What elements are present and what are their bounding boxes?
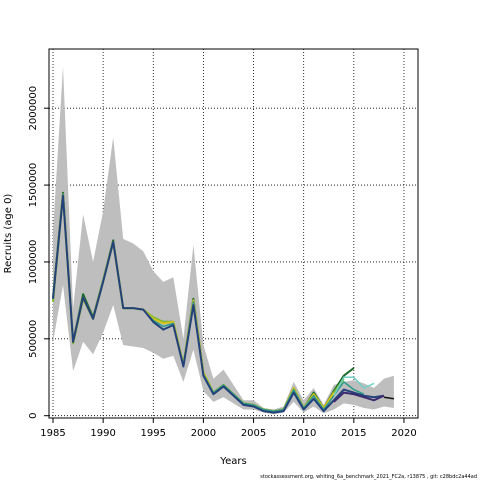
x-tick-label-5: 2010 bbox=[291, 428, 316, 439]
series-lines-group bbox=[52, 191, 395, 414]
y-axis: 0 500000 1000000 1500000 2000000 bbox=[28, 86, 49, 419]
x-tick-label-2: 1995 bbox=[141, 428, 166, 439]
y-tick-label-4: 2000000 bbox=[28, 86, 39, 131]
x-tick-label-1: 1990 bbox=[90, 428, 115, 439]
y-axis-title: Recruits (age 0) bbox=[3, 194, 14, 274]
y-tick-label-0: 0 bbox=[28, 413, 39, 419]
plot-frame bbox=[48, 48, 419, 419]
confidence-band-group bbox=[53, 66, 394, 415]
y-tick-label-2: 1000000 bbox=[28, 240, 39, 285]
footer-source-text: stockassessment.org, whiting_6a_benchmar… bbox=[260, 474, 477, 480]
x-axis: 1985 1990 1995 2000 2005 2010 2015 2020 bbox=[40, 418, 417, 439]
series-line-5 bbox=[333, 376, 375, 397]
series-line-6 bbox=[52, 194, 385, 414]
x-axis-title: Years bbox=[219, 456, 246, 467]
x-tick-label-0: 1985 bbox=[40, 428, 65, 439]
y-tick-label-1: 500000 bbox=[28, 320, 39, 358]
confidence-band bbox=[53, 66, 394, 415]
series-line-8 bbox=[383, 396, 395, 400]
series-line-7 bbox=[333, 391, 385, 403]
y-tick-label-3: 1500000 bbox=[28, 163, 39, 208]
x-tick-label-3: 2000 bbox=[191, 428, 216, 439]
x-tick-label-4: 2005 bbox=[241, 428, 266, 439]
x-tick-label-7: 2020 bbox=[391, 428, 416, 439]
x-tick-label-6: 2015 bbox=[341, 428, 366, 439]
